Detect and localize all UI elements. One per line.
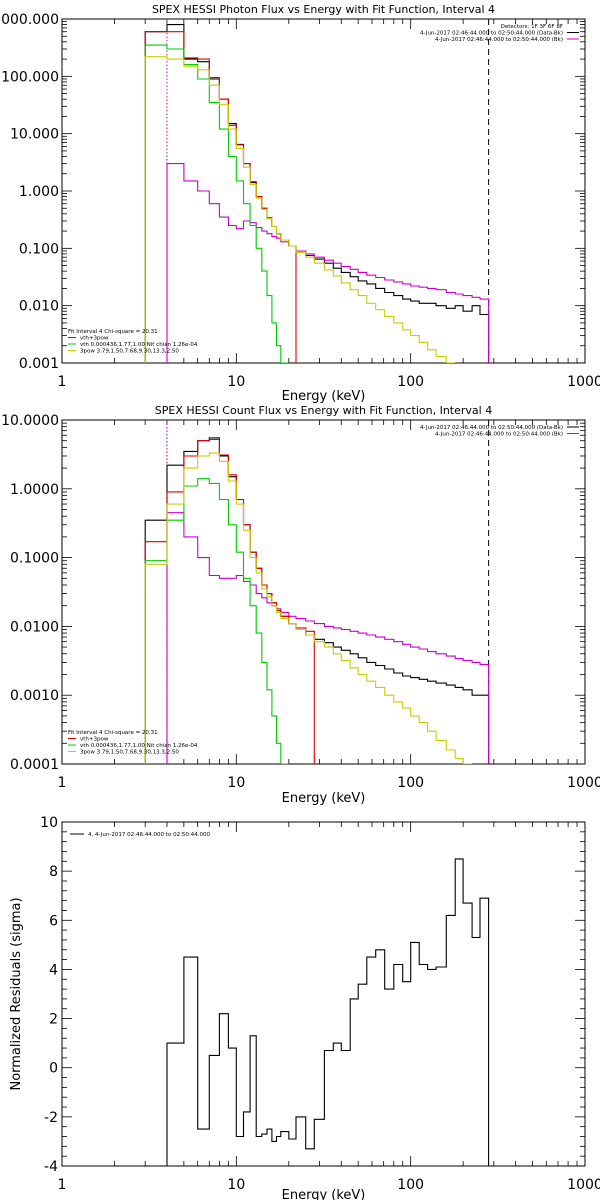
x-tick-label: 1 (58, 1177, 67, 1193)
legend-entry: vth 0.000436,1.77,1.00 Nit chian 1.26e-0… (80, 342, 198, 348)
chart-title: SPEX HESSI Photon Flux vs Energy with Fi… (152, 3, 495, 16)
x-tick-label: 1000 (567, 1177, 600, 1193)
legend-entry: vth+3pow (80, 737, 109, 743)
y-tick-label: 1000.000 (0, 12, 59, 28)
x-tick-label: 1 (58, 775, 67, 791)
y-tick-label: -4 (44, 1159, 58, 1175)
legend-entry: Fit Interval 4 Chi-square = 20.31 (68, 329, 158, 335)
plot-frame (62, 822, 585, 1166)
y-tick-label: 0 (49, 1061, 58, 1077)
x-axis-label: Energy (keV) (282, 1188, 366, 1200)
legend-entry: 4, 4-Jun-2017 02:46:44.000 to 02:50:44.0… (88, 832, 211, 838)
legend-entry: 4-Jun-2017 02:46:44.000 to 02:50:44.000 … (420, 425, 563, 431)
legend-entry: Detectors: 1F 3F 6F 8F (501, 24, 563, 30)
y-tick-label: 0.001 (19, 356, 59, 372)
count-flux-chart: SPEX HESSI Count Flux vs Energy with Fit… (1, 404, 600, 806)
y-tick-label: 1.0000 (10, 482, 59, 498)
y-axis-label: Normalized Residuals (sigma) (9, 897, 24, 1090)
y-tick-label: 4 (49, 962, 58, 978)
y-tick-label: 0.010 (19, 299, 59, 315)
series-3pow (145, 57, 455, 363)
x-tick-label: 1 (58, 374, 67, 390)
y-tick-label: 0.0100 (10, 619, 59, 635)
spex-figure: SPEX HESSI Photon Flux vs Energy with Fi… (0, 0, 600, 1200)
legend-entry: vth 0.000436,1.77,1.00 Nit chian 1.26e-0… (80, 743, 198, 749)
legend-entry: 4-Jun-2017 02:46:44.000 to 02:50:44.000 … (420, 31, 563, 37)
series-vth-3pow (145, 440, 314, 765)
chart-title: SPEX HESSI Count Flux vs Energy with Fit… (155, 404, 492, 417)
y-tick-label: 8 (49, 864, 58, 880)
y-tick-label: 10 (40, 815, 58, 831)
residuals-chart: 1 10 100 1000 Energy (keV) -4 -2 0 2 4 6 8 10 Normali… (9, 815, 600, 1200)
legend-entry: 3pow 3.79,1.50,7.68,9.30,13.3,2.50 (80, 750, 179, 756)
legend-entry: vth+3pow (80, 336, 109, 342)
series-data-bk (145, 438, 488, 764)
legend-entry: 3pow 3.79,1.50,7.68,9.30,13.3,2.50 (80, 349, 179, 355)
x-tick-label: 100 (397, 1177, 424, 1193)
y-tick-label: 2 (49, 1012, 58, 1028)
legend-entry: 4-Jun-2017 02:46:44.000 to 02:50:44.000 … (435, 432, 563, 438)
y-tick-label: 0.0010 (10, 688, 59, 704)
series-vth-3pow (145, 32, 296, 363)
plot-frame (62, 420, 585, 764)
x-tick-label: 100 (397, 374, 424, 390)
x-tick-label: 1000 (567, 775, 600, 791)
y-tick-label: 0.1000 (10, 551, 59, 567)
x-tick-label: 10 (227, 1177, 245, 1193)
x-axis-label: Energy (keV) (282, 389, 366, 404)
legend-entry: Fit Interval 4 Chi-square = 20.31 (68, 730, 158, 736)
y-tick-label: 0.0001 (10, 757, 59, 773)
y-tick-label: 10.000 (10, 127, 59, 143)
x-tick-label: 10 (227, 775, 245, 791)
series-3pow (145, 453, 472, 764)
y-tick-label: 100.000 (1, 69, 59, 85)
series-residuals (167, 859, 489, 1166)
series-bk (167, 513, 489, 764)
y-tick-label: -2 (44, 1110, 58, 1126)
y-tick-label: 0.100 (19, 241, 59, 257)
x-tick-label: 10 (227, 374, 245, 390)
plot-frame (62, 19, 585, 363)
y-tick-label: 10.0000 (1, 413, 59, 429)
y-tick-label: 6 (49, 913, 58, 929)
x-tick-label: 1000 (567, 374, 600, 390)
photon-flux-chart: SPEX HESSI Photon Flux vs Energy with Fi… (0, 3, 600, 404)
x-tick-label: 100 (397, 775, 424, 791)
legend-entry: 4-Jun-2017 02:46:44.000 to 02:50:44.000 … (435, 37, 563, 43)
y-tick-label: 1.000 (19, 184, 59, 200)
series-data-bk (145, 25, 488, 363)
x-axis-label: Energy (keV) (282, 791, 366, 806)
